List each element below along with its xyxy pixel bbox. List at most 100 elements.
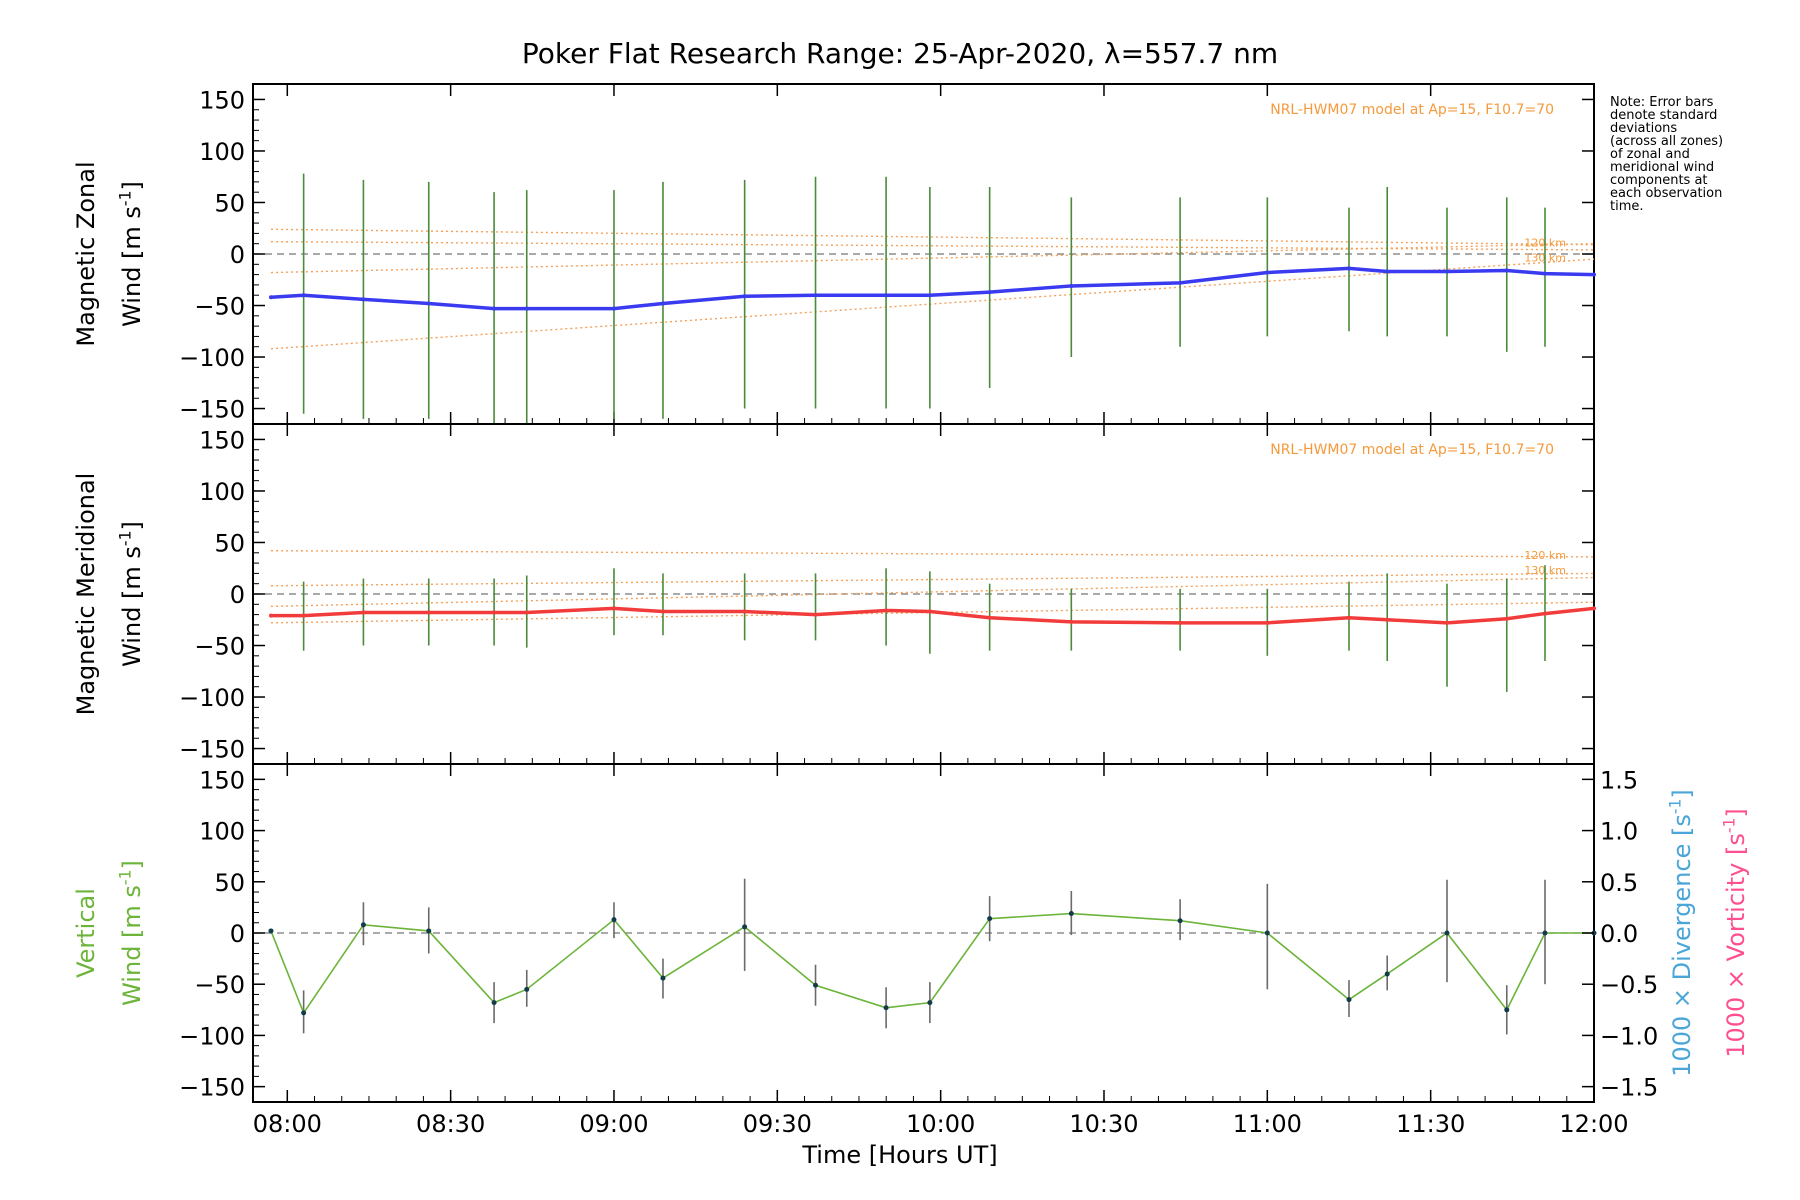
chart-title: Poker Flat Research Range: 25-Apr-2020, …	[522, 37, 1278, 70]
data-point	[1542, 930, 1548, 936]
data-point	[301, 1010, 307, 1016]
data-point	[611, 917, 617, 923]
y-axis-label: Wind [m s-1]	[116, 860, 146, 1006]
data-point	[361, 297, 366, 302]
data-point	[927, 293, 932, 298]
panels: −150 −100 −50 0 50 100 150 Magnetic Zonal Wind […	[72, 83, 1750, 1103]
data-point	[492, 610, 497, 615]
data-point	[1542, 271, 1547, 276]
data-point	[660, 609, 665, 614]
data-point	[1504, 1007, 1510, 1013]
y-tick-label: 150	[199, 86, 245, 114]
model-line	[270, 242, 1595, 274]
data-point	[301, 293, 306, 298]
model-label: NRL-HWM07 model at Ap=15, F10.7=70	[1270, 442, 1554, 458]
data-point	[492, 306, 497, 311]
y-tick-label: −100	[179, 344, 245, 372]
meridional-panel: −150 −100 −50 0 50 100 150 Magnetic Meridional W…	[72, 423, 1596, 765]
right-tick-label: 1.5	[1600, 766, 1638, 794]
data-point	[1444, 930, 1450, 936]
data-point	[742, 924, 748, 930]
zonal-panel: −150 −100 −50 0 50 100 150 Magnetic Zonal Wind […	[72, 83, 1596, 425]
y-tick-label: 0	[230, 920, 245, 948]
data-point	[1444, 269, 1449, 274]
data-point	[1265, 620, 1270, 625]
model-label: NRL-HWM07 model at Ap=15, F10.7=70	[1270, 102, 1554, 118]
y-tick-label: −150	[179, 736, 245, 764]
right-tick-label: −1.5	[1600, 1074, 1658, 1102]
x-tick-label: 08:30	[416, 1110, 485, 1138]
data-point	[660, 301, 665, 306]
data-point	[1346, 266, 1351, 271]
panel-frame	[252, 83, 1595, 425]
data-point	[611, 306, 616, 311]
y-tick-label: −100	[179, 684, 245, 712]
data-point	[1178, 280, 1183, 285]
data-point	[1068, 911, 1074, 917]
y-tick-label: 150	[199, 766, 245, 794]
model-line	[270, 572, 1595, 587]
data-point	[268, 295, 273, 300]
y-tick-label: 100	[199, 138, 245, 166]
data-point	[987, 916, 993, 922]
note-line: of zonal and	[1610, 147, 1690, 162]
data-point	[1069, 619, 1074, 624]
series-line	[270, 606, 1595, 625]
y-tick-label: −50	[194, 971, 245, 999]
x-tick-label: 11:00	[1233, 1110, 1302, 1138]
x-tick-label: 10:00	[906, 1110, 975, 1138]
y-axis-label: Vertical	[72, 888, 100, 978]
right-tick-label: −1.0	[1600, 1022, 1658, 1050]
panel-frame	[252, 763, 1595, 1103]
data-point	[1384, 971, 1390, 977]
note-line: (across all zones)	[1610, 134, 1723, 149]
series-line	[270, 912, 1594, 1015]
data-point	[1444, 620, 1449, 625]
right-tick-label: 1.0	[1600, 818, 1638, 846]
data-point	[927, 1000, 933, 1006]
x-tick-label: 10:30	[1069, 1110, 1138, 1138]
note-line: components at	[1610, 173, 1708, 188]
data-point	[426, 610, 431, 615]
data-point	[1385, 269, 1390, 274]
y-tick-label: 50	[214, 869, 245, 897]
x-tick-label: 11:30	[1396, 1110, 1465, 1138]
data-point	[813, 293, 818, 298]
data-point	[1264, 930, 1270, 936]
y-tick-label: 0	[230, 581, 245, 609]
data-point	[360, 922, 366, 928]
data-point	[927, 609, 932, 614]
vorticity-axis-label: 1000 × Vorticity [s-1]	[1720, 808, 1750, 1058]
note-line: each observation	[1610, 186, 1722, 201]
y-tick-label: 150	[199, 426, 245, 454]
model-height-120: 120 km	[1524, 549, 1566, 562]
data-point	[1592, 606, 1596, 611]
y-tick-label: 50	[214, 529, 245, 557]
divergence-axis-label: 1000 × Divergence [s-1]	[1666, 789, 1696, 1077]
y-tick-label: 0	[230, 241, 245, 269]
data-point	[491, 1000, 497, 1006]
y-tick-label: 50	[214, 189, 245, 217]
x-tick-label: 09:00	[579, 1110, 648, 1138]
model-line	[270, 228, 1595, 246]
data-point	[742, 294, 747, 299]
y-tick-label: 100	[199, 478, 245, 506]
data-point	[987, 615, 992, 620]
data-point	[742, 609, 747, 614]
data-point	[426, 928, 432, 934]
data-point	[987, 290, 992, 295]
data-point	[813, 982, 819, 988]
data-point	[524, 986, 530, 992]
y-tick-label: −50	[194, 293, 245, 321]
data-point	[1178, 620, 1183, 625]
model-line	[270, 258, 1595, 350]
x-tick-label: 09:30	[743, 1110, 812, 1138]
y-axis-label: Wind [m s-1]	[116, 521, 146, 667]
data-point	[361, 610, 366, 615]
y-axis-label: Wind [m s-1]	[116, 181, 146, 327]
right-tick-label: −0.5	[1600, 971, 1658, 999]
data-point	[813, 612, 818, 617]
panel-frame	[252, 423, 1595, 765]
x-axis: 08:00 08:30 09:00 09:30 10:00 10:30 11:00 11:30…	[253, 1110, 1629, 1138]
data-point	[1177, 918, 1183, 924]
